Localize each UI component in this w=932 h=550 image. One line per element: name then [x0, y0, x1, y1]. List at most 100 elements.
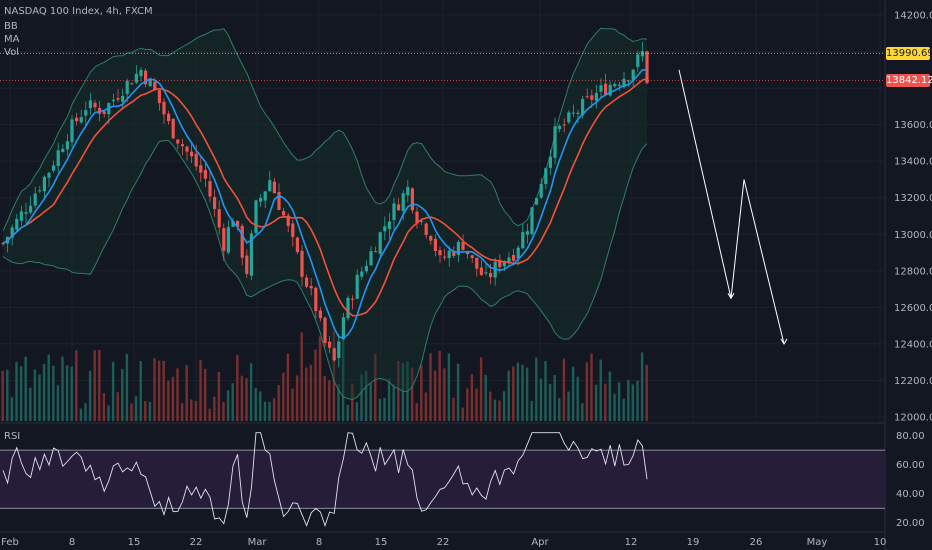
volume-bar [594, 384, 598, 421]
volume-bar [539, 378, 543, 421]
volume-bar [438, 350, 441, 421]
volume-bar [571, 366, 575, 421]
volume-bar [102, 393, 106, 421]
volume-bar [245, 378, 248, 421]
time-tick-label: 15 [128, 537, 141, 548]
rsi-band-fill [0, 450, 885, 509]
candle-body [484, 272, 488, 274]
volume-bar [116, 392, 119, 421]
candle-body [111, 99, 115, 102]
candle-body [498, 260, 502, 268]
candle-body [456, 241, 460, 255]
candle-body [286, 215, 290, 226]
volume-bar [130, 403, 133, 421]
volume-bar [167, 380, 170, 421]
candle-body [364, 265, 368, 272]
candle-body [553, 126, 557, 158]
rsi-tick-label: 20.00 [896, 518, 925, 529]
candle-body [162, 101, 166, 115]
candle-body [369, 251, 373, 266]
time-tick-label: 8 [316, 537, 322, 548]
candle-body [502, 261, 506, 267]
time-tick-label: 10 [874, 537, 887, 548]
volume-bar [153, 358, 156, 421]
volume-bar [259, 391, 262, 421]
volume-bar [231, 383, 234, 421]
volume-bar [581, 403, 584, 421]
candle-body [180, 144, 184, 147]
projection-path [678, 69, 788, 345]
volume-bar [171, 376, 175, 421]
candle-body [470, 255, 474, 258]
candle-body [231, 220, 235, 227]
volume-bar [6, 369, 9, 421]
volume-bar [378, 398, 382, 421]
price-tick-label: 13400.00 [894, 157, 932, 168]
indicator-vol-label[interactable]: Vol [4, 47, 19, 58]
volume-bar [443, 368, 446, 421]
grid-lines [0, 0, 886, 550]
candle-body [295, 237, 299, 253]
volume-bar [346, 404, 349, 421]
projection-arrowhead [780, 338, 788, 345]
candle-body [401, 193, 405, 211]
price-levels [0, 52, 885, 81]
volume-bar [79, 408, 83, 421]
ma-fast-line [2, 68, 648, 339]
candle-body [263, 191, 267, 201]
volume-bar [254, 387, 257, 421]
candle-body [93, 102, 97, 108]
volume-bar [604, 383, 607, 421]
current-price-tag: 13990.69 [886, 46, 932, 60]
candle-body [305, 277, 309, 287]
candle-body [512, 254, 516, 261]
candle-body [452, 250, 456, 256]
volume-bar [512, 366, 515, 421]
candle-body [185, 146, 189, 152]
volume-bar [415, 403, 418, 421]
volume-bar [88, 370, 92, 421]
volume-bar [636, 380, 639, 421]
volume-bar [525, 367, 529, 421]
candle-body [475, 257, 479, 269]
price-tick-label: 12600.00 [894, 303, 932, 314]
price-tick-label: 13200.00 [894, 193, 932, 204]
candle-body [516, 247, 520, 259]
candle-body [525, 231, 529, 235]
volume-bar [530, 400, 533, 421]
volume-bar [70, 366, 73, 421]
indicator-bb-label[interactable]: BB [4, 21, 18, 32]
volume-bar [190, 399, 193, 421]
volume-bar [180, 403, 184, 421]
candle-body [613, 83, 617, 87]
volume-bar [61, 356, 64, 421]
volume-bar [111, 361, 115, 421]
time-tick-label: 19 [687, 537, 700, 548]
candle-body [213, 197, 217, 209]
volume-bar [10, 397, 14, 421]
volume-bar [286, 353, 290, 421]
candle-body [631, 69, 635, 81]
volume-bar [213, 396, 216, 421]
candle-body [153, 81, 157, 90]
volume-bar [387, 378, 391, 421]
volume-bar [383, 397, 386, 421]
rsi-tick-label: 40.00 [896, 489, 925, 500]
volume-bar [203, 368, 207, 421]
volume-bar [282, 372, 285, 421]
volume-bar [535, 357, 538, 421]
volume-bar [433, 370, 437, 421]
indicator-ma-label[interactable]: MA [4, 34, 20, 45]
volume-bar [484, 374, 487, 421]
volume-bar [631, 384, 635, 421]
candle-body [314, 287, 318, 312]
candle-body [594, 93, 598, 101]
candle-body [29, 205, 33, 213]
volume-bar [608, 371, 612, 421]
candle-body [438, 250, 442, 256]
volume-bar [208, 408, 211, 421]
rsi-label[interactable]: RSI [4, 431, 21, 442]
volume-bar [19, 366, 23, 421]
candle-body [479, 267, 483, 276]
volume-bar [1, 370, 4, 421]
